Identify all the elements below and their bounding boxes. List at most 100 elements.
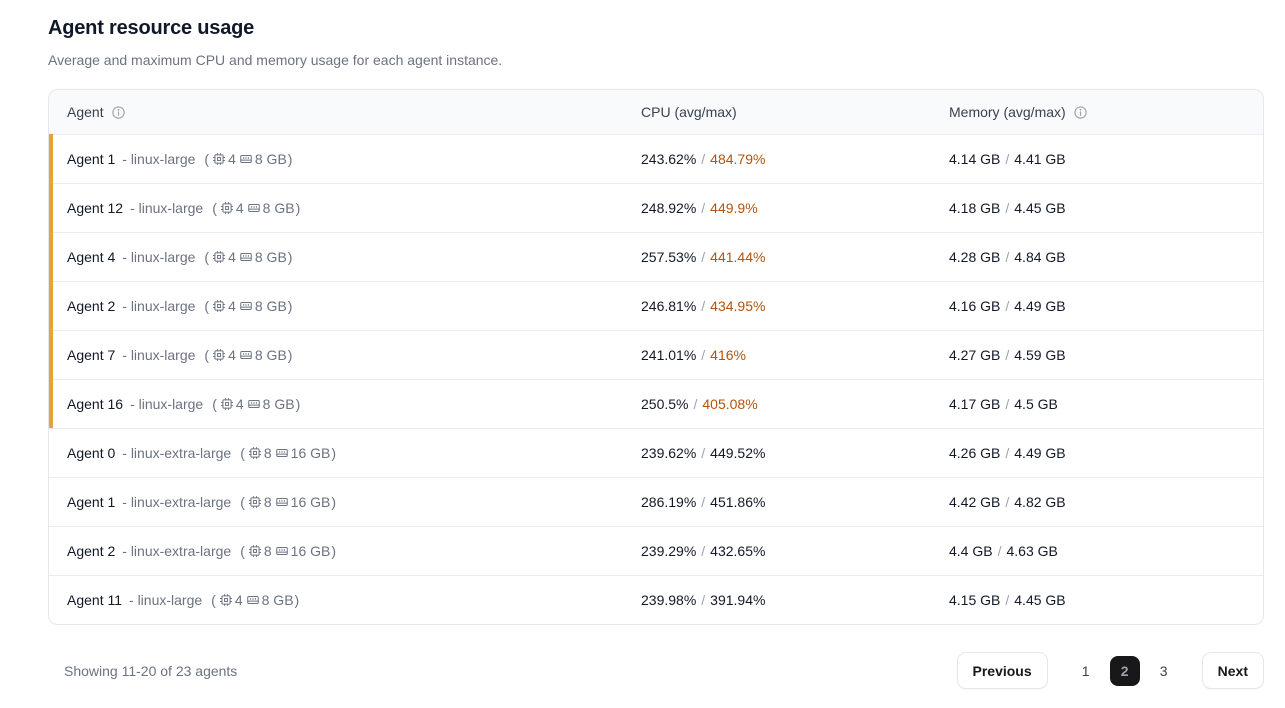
agent-spec: (8 16 GB)	[240, 543, 336, 559]
agent-cpu-count: 8	[263, 445, 272, 461]
memory-icon	[240, 302, 252, 310]
memory-icon	[247, 204, 260, 212]
next-page-button[interactable]: Next	[1201, 652, 1264, 689]
column-header-agent: Agent	[49, 104, 641, 120]
memory-avg-value: 4.4 GB	[949, 543, 993, 559]
memory-icon	[246, 596, 259, 604]
agent-memory-size: 8 GB	[262, 200, 295, 216]
agent-memory-size: 16 GB	[290, 494, 331, 510]
paren-open: (	[212, 200, 217, 216]
memory-usage-cell: 4.27 GB/4.59 GB	[949, 347, 1263, 363]
memory-usage-cell: 4.26 GB/4.49 GB	[949, 445, 1263, 461]
agent-machine-type: - linux-extra-large	[122, 445, 232, 461]
column-header-agent-label: Agent	[67, 104, 104, 120]
agent-memory-size: 16 GB	[290, 445, 331, 461]
high-usage-indicator	[49, 183, 53, 232]
cpu-icon	[248, 446, 261, 460]
paren-close: )	[295, 396, 301, 412]
page-number-button[interactable]: 1	[1071, 656, 1101, 686]
cpu-avg-value: 250.5%	[641, 396, 689, 412]
cpu-max-value: 451.86%	[710, 494, 766, 510]
agent-memory-size: 8 GB	[254, 151, 287, 167]
agent-cpu-count: 4	[235, 200, 244, 216]
memory-max-value: 4.45 GB	[1014, 592, 1066, 608]
high-usage-indicator	[49, 330, 53, 379]
cpu-icon	[213, 348, 226, 362]
cpu-usage-cell: 250.5%/405.08%	[641, 396, 949, 412]
memory-usage-cell: 4.42 GB/4.82 GB	[949, 494, 1263, 510]
agent-cpu-count: 4	[235, 396, 244, 412]
cpu-max-value: 391.94%	[710, 592, 766, 608]
memory-avg-value: 4.18 GB	[949, 200, 1001, 216]
page-number-button[interactable]: 2	[1109, 655, 1140, 686]
cpu-usage-cell: 248.92%/449.9%	[641, 200, 949, 216]
paren-open: (	[240, 445, 245, 461]
memory-icon	[275, 498, 288, 506]
agent-cell: Agent 16 - linux-large (4 8 GB)	[49, 396, 641, 412]
memory-max-value: 4.5 GB	[1014, 396, 1058, 412]
cpu-usage-cell: 239.29%/432.65%	[641, 543, 949, 559]
memory-avg-value: 4.26 GB	[949, 445, 1001, 461]
table-footer: Showing 11-20 of 23 agents Previous 1 2 …	[48, 652, 1264, 689]
value-separator: /	[693, 396, 698, 412]
agent-cell: Agent 1 - linux-extra-large (8 16 GB)	[49, 494, 641, 510]
value-separator: /	[701, 200, 706, 216]
column-header-memory: Memory (avg/max)	[949, 104, 1263, 120]
memory-avg-value: 4.15 GB	[949, 592, 1001, 608]
info-icon[interactable]	[111, 105, 126, 120]
memory-icon	[275, 449, 288, 457]
memory-usage-cell: 4.17 GB/4.5 GB	[949, 396, 1263, 412]
agent-name: Agent 4	[67, 249, 116, 265]
agent-name: Agent 2	[67, 298, 116, 314]
high-usage-indicator	[49, 379, 53, 428]
memory-usage-cell: 4.16 GB/4.49 GB	[949, 298, 1263, 314]
previous-page-button[interactable]: Previous	[956, 652, 1048, 689]
paren-close: )	[295, 200, 301, 216]
agent-cpu-count: 8	[263, 494, 272, 510]
agent-cell: Agent 0 - linux-extra-large (8 16 GB)	[49, 445, 641, 461]
cpu-avg-value: 239.29%	[641, 543, 697, 559]
table-header-row: Agent CPU (avg/max) Memory (avg/max)	[49, 90, 1263, 134]
cpu-icon	[213, 299, 226, 313]
page-number-button[interactable]: 3	[1149, 656, 1179, 686]
agent-spec: (4 8 GB)	[212, 396, 300, 412]
paren-open: (	[204, 151, 210, 167]
memory-max-value: 4.49 GB	[1014, 445, 1066, 461]
agent-cpu-count: 4	[228, 151, 236, 167]
agent-cpu-count: 4	[228, 249, 236, 265]
memory-avg-value: 4.42 GB	[949, 494, 1001, 510]
agent-name: Agent 12	[67, 200, 124, 216]
agent-cell: Agent 1 - linux-large (4 8 GB)	[49, 151, 641, 167]
value-separator: /	[1005, 347, 1010, 363]
cpu-usage-cell: 243.62%/484.79%	[641, 151, 949, 167]
memory-usage-cell: 4.28 GB/4.84 GB	[949, 249, 1263, 265]
agent-cell: Agent 4 - linux-large (4 8 GB)	[49, 249, 641, 265]
agent-name: Agent 1	[67, 494, 116, 510]
cpu-max-value: 441.44%	[710, 249, 766, 265]
cpu-avg-value: 239.62%	[641, 445, 697, 461]
agent-memory-size: 8 GB	[261, 592, 294, 608]
value-separator: /	[1005, 151, 1010, 167]
agent-cpu-count: 4	[228, 347, 236, 363]
cpu-avg-value: 243.62%	[641, 151, 697, 167]
cpu-max-value: 449.9%	[710, 200, 758, 216]
agent-spec: (4 8 GB)	[204, 347, 292, 363]
paren-close: )	[331, 445, 337, 461]
agent-memory-size: 8 GB	[262, 396, 295, 412]
cpu-usage-cell: 257.53%/441.44%	[641, 249, 949, 265]
memory-usage-cell: 4.18 GB/4.45 GB	[949, 200, 1263, 216]
cpu-icon	[248, 544, 261, 558]
memory-icon	[240, 351, 252, 359]
cpu-usage-cell: 286.19%/451.86%	[641, 494, 949, 510]
cpu-max-value: 484.79%	[710, 151, 766, 167]
memory-max-value: 4.59 GB	[1014, 347, 1066, 363]
cpu-icon	[220, 397, 233, 411]
cpu-icon	[219, 593, 232, 607]
cpu-max-value: 434.95%	[710, 298, 766, 314]
high-usage-indicator	[49, 281, 53, 330]
info-icon[interactable]	[1073, 105, 1088, 120]
table-row: Agent 7 - linux-large (4 8 GB) 241.01%/41…	[49, 330, 1263, 379]
agent-machine-type: - linux-large	[130, 200, 204, 216]
page-title: Agent resource usage	[48, 17, 255, 39]
memory-usage-cell: 4.15 GB/4.45 GB	[949, 592, 1263, 608]
